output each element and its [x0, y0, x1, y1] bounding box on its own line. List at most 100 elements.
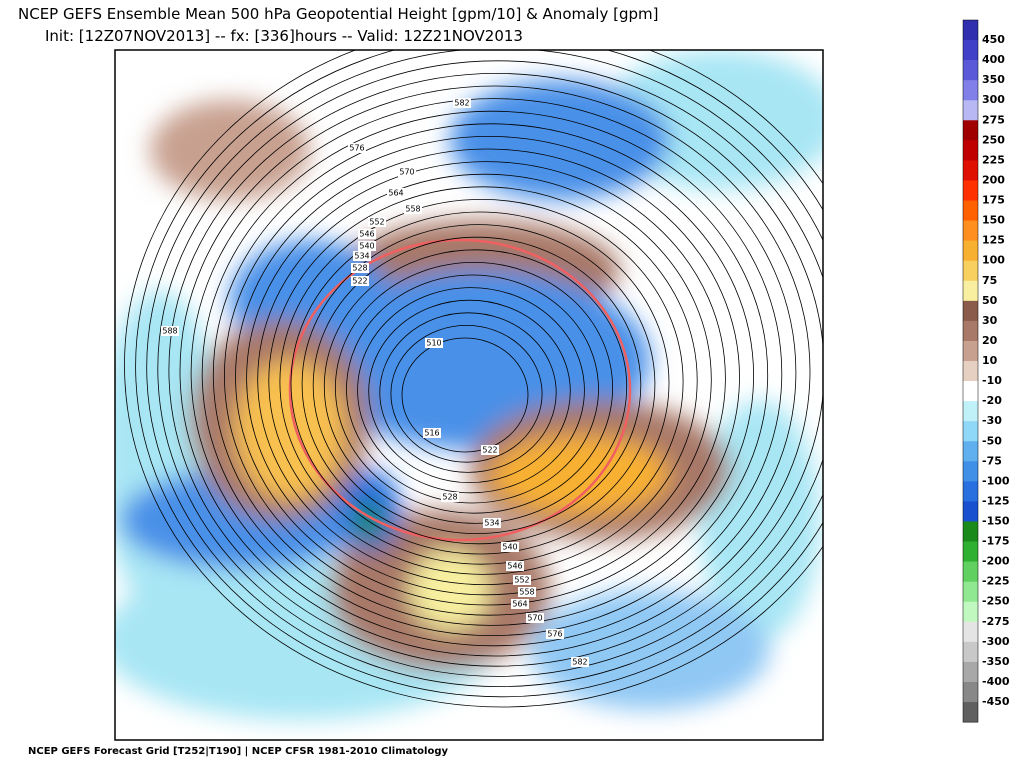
contour-label-bg	[501, 542, 519, 552]
contour-label: 540	[502, 543, 517, 552]
colorbar-cell	[963, 501, 978, 522]
contour	[135, 50, 823, 698]
colorbar-label: -75	[982, 454, 1002, 467]
colorbar-cell	[963, 60, 978, 81]
contour-label: 546	[359, 230, 374, 239]
colorbar-label: 125	[982, 234, 1005, 247]
colorbar-cell	[963, 461, 978, 482]
contour-label: 534	[484, 519, 499, 528]
colorbar-cell	[963, 320, 978, 342]
contour-label: 540	[359, 242, 374, 251]
colorbar-label: 450	[982, 33, 1005, 46]
colorbar-label: 75	[982, 274, 997, 287]
contour-label: 522	[352, 277, 367, 286]
contour-label-bg	[353, 251, 371, 261]
colorbar-cell	[963, 481, 978, 502]
colorbar-label: -450	[982, 695, 1010, 708]
colorbar-label: 275	[982, 113, 1005, 126]
footer: NCEP GEFS Forecast Grid [T252|T190] | NC…	[28, 746, 448, 757]
contour-label: 558	[519, 588, 534, 597]
colorbar-cell	[963, 421, 978, 442]
colorbar-label: 250	[982, 133, 1005, 146]
contour-label: 552	[369, 218, 384, 227]
contour-label-bg	[546, 629, 564, 639]
contour-label: 582	[572, 658, 587, 667]
contour-label-bg	[358, 229, 376, 239]
colorbar-cell	[963, 80, 978, 101]
colorbar-label: -275	[982, 615, 1010, 628]
contour-label-bg	[348, 143, 366, 153]
colorbar-label: 50	[982, 294, 998, 307]
colorbar-label: -10	[982, 374, 1002, 387]
contour	[368, 299, 571, 484]
contour-label-bg	[571, 657, 589, 667]
colorbar-label: 150	[982, 214, 1005, 227]
contour-label: 516	[424, 429, 439, 438]
colorbar-label: 200	[982, 173, 1005, 186]
colorbar-cell	[963, 521, 978, 542]
colorbar-label: 100	[982, 254, 1005, 267]
contour	[312, 236, 642, 534]
contour-label: 564	[512, 600, 527, 609]
contour-label: 522	[482, 446, 497, 455]
colorbar-cell	[963, 441, 978, 462]
contour	[379, 312, 557, 473]
contour-label-bg	[506, 561, 524, 571]
contour-label: 576	[349, 144, 364, 153]
contour-label: 510	[426, 339, 441, 348]
colorbar-cell	[963, 641, 978, 663]
colorbar-label: -200	[982, 555, 1010, 568]
contour	[246, 161, 726, 596]
map-frame	[114, 49, 824, 741]
colorbar-label: -225	[982, 575, 1010, 588]
contour-label: 534	[354, 252, 369, 261]
contour	[146, 50, 823, 687]
colorbar-label: -30	[982, 414, 1002, 427]
colorbar-cell	[963, 160, 978, 181]
colorbar-cell	[963, 561, 978, 582]
colorbar-cell	[963, 300, 978, 322]
colorbar-cell	[963, 40, 978, 61]
colorbar-label: -175	[982, 535, 1010, 548]
colorbar-cell	[963, 20, 978, 41]
colorbar-label: -400	[982, 675, 1010, 688]
contour	[301, 224, 656, 545]
colorbar-cell	[963, 200, 978, 221]
colorbar-label: 175	[982, 194, 1005, 207]
colorbar-label: 350	[982, 73, 1005, 86]
colorbar-cell	[963, 661, 978, 683]
contour-label-bg	[453, 98, 471, 108]
contour-label: 588	[162, 327, 177, 336]
contour	[235, 148, 740, 606]
colorbar-cell	[963, 361, 978, 382]
contour	[157, 60, 823, 677]
contour-label: 528	[352, 264, 367, 273]
contour-label-bg	[358, 241, 376, 251]
colorbar-label: 20	[982, 334, 998, 347]
colorbar-label: -20	[982, 394, 1002, 407]
colorbar-label: -50	[982, 434, 1002, 447]
colorbar-cell	[963, 601, 978, 623]
contour	[223, 135, 755, 616]
title: NCEP GEFS Ensemble Mean 500 hPa Geopoten…	[18, 5, 658, 23]
contour	[268, 186, 698, 575]
contour	[290, 211, 670, 555]
contour-label: 564	[388, 189, 403, 198]
colorbar-frame	[962, 19, 979, 723]
contour-label-bg	[511, 599, 529, 609]
colorbar-cell	[963, 621, 978, 643]
contour-label-bg	[518, 587, 536, 597]
contour-label-bg	[425, 338, 443, 348]
contour	[279, 198, 684, 565]
contour-label-bg	[441, 492, 459, 502]
colorbar-cell	[963, 180, 978, 201]
contour	[346, 274, 599, 504]
contour	[357, 287, 585, 494]
contour-label-bg	[481, 445, 499, 455]
contour-label: 552	[514, 576, 529, 585]
contour-label: 576	[547, 630, 562, 639]
colorbar-label: -300	[982, 635, 1010, 648]
contour-label-bg	[423, 428, 441, 438]
colorbar-label: -125	[982, 494, 1010, 507]
